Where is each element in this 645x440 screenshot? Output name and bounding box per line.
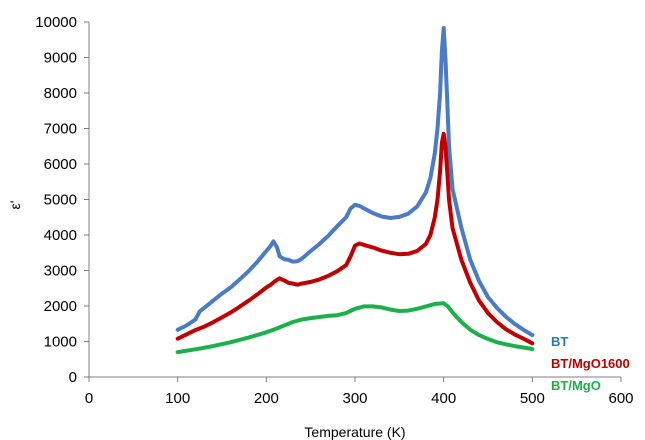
y-tick-label: 4000 bbox=[44, 227, 77, 244]
x-axis-title: Temperature (K) bbox=[304, 424, 405, 440]
series-line-bt-mgo bbox=[175, 301, 535, 355]
y-tick-label: 2000 bbox=[44, 298, 77, 315]
legend-entry-bt-mgo: BT/MgO bbox=[551, 378, 601, 393]
y-tick-label: 1000 bbox=[44, 334, 77, 351]
y-tick-label: 7000 bbox=[44, 121, 77, 138]
y-tick-label: 0 bbox=[69, 369, 77, 386]
y-tick-label: 8000 bbox=[44, 85, 77, 102]
axes bbox=[84, 21, 622, 382]
legend-entry-bt-mgo1600: BT/MgO1600 bbox=[551, 356, 630, 371]
legend: BT BT/MgO1600 BT/MgO bbox=[551, 334, 630, 393]
x-tick-label: 100 bbox=[165, 390, 190, 407]
series-line-bt bbox=[175, 26, 535, 338]
x-tick-label: 500 bbox=[520, 390, 545, 407]
x-tick-label: 0 bbox=[85, 390, 93, 407]
x-tick-label: 400 bbox=[431, 390, 456, 407]
x-tick-label: 200 bbox=[254, 390, 279, 407]
y-tick-label: 9000 bbox=[44, 50, 77, 67]
x-tick-label: 600 bbox=[608, 390, 633, 407]
series-line-bt-mgo1600 bbox=[175, 131, 535, 346]
tick-labels: 0 100 200 300 400 500 600010002000300040005000… bbox=[35, 14, 633, 407]
y-axis-title: ε' bbox=[7, 201, 23, 210]
series-lines bbox=[175, 26, 535, 355]
y-tick-label: 6000 bbox=[44, 156, 77, 173]
legend-entry-bt: BT bbox=[551, 334, 568, 349]
x-tick-label: 300 bbox=[342, 390, 367, 407]
y-tick-label: 10000 bbox=[35, 14, 77, 31]
y-tick-label: 5000 bbox=[44, 192, 77, 209]
y-tick-label: 3000 bbox=[44, 263, 77, 280]
